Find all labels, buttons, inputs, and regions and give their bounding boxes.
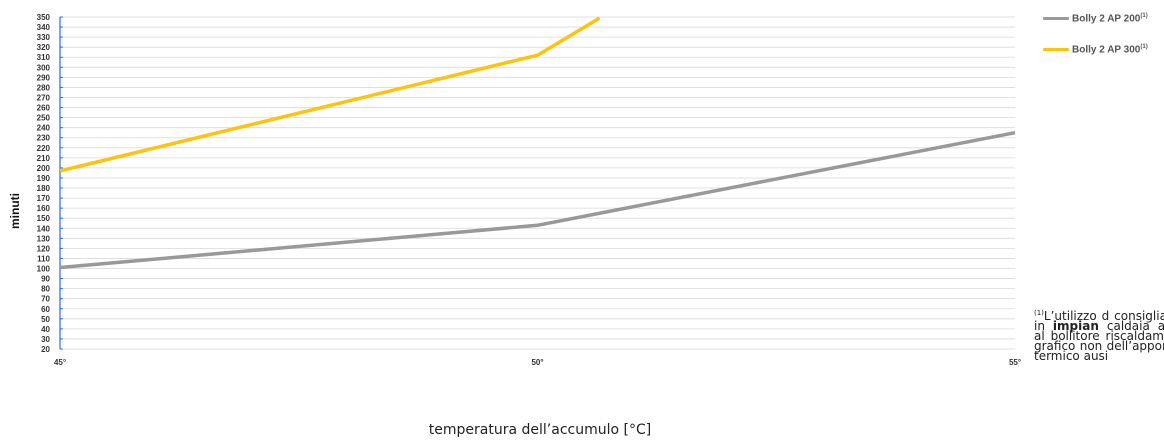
legend: Bolly 2 AP 200(1) Bolly 2 AP 300(1) bbox=[1043, 10, 1164, 72]
y-tick-label: 320 bbox=[37, 43, 51, 52]
y-tick-label: 120 bbox=[37, 244, 51, 253]
y-tick-label: 60 bbox=[41, 305, 50, 314]
legend-item-bolly-300: Bolly 2 AP 300(1) bbox=[1043, 41, 1164, 58]
y-tick-label: 290 bbox=[37, 73, 51, 82]
y-tick-label: 50 bbox=[41, 315, 50, 324]
y-tick-label: 70 bbox=[41, 295, 50, 304]
y-tick-label: 110 bbox=[37, 254, 50, 263]
y-tick-label: 180 bbox=[37, 184, 51, 193]
x-tick-label: 50° bbox=[531, 358, 543, 367]
y-tick-label: 210 bbox=[37, 154, 51, 163]
series-lines bbox=[59, 16, 1016, 270]
y-tick-label: 130 bbox=[37, 234, 51, 243]
gridlines bbox=[60, 16, 1015, 350]
y-tick-label: 240 bbox=[37, 124, 51, 133]
y-tick-label: 220 bbox=[37, 144, 51, 153]
footnote-text-start: L’utilizzo d bbox=[1043, 309, 1110, 323]
y-axis-label: minuti bbox=[8, 193, 22, 229]
y-tick-label: 340 bbox=[37, 23, 51, 32]
x-tick-label: 45° bbox=[54, 358, 66, 367]
series-line-2 bbox=[59, 16, 601, 173]
y-tick-label: 230 bbox=[37, 134, 51, 143]
series-line-1 bbox=[59, 130, 1016, 270]
legend-footnote-marker: (1) bbox=[1140, 12, 1148, 19]
legend-label-bolly-200: Bolly 2 AP 200 bbox=[1072, 13, 1141, 25]
y-tick-label: 200 bbox=[37, 164, 51, 173]
y-tick-label: 20 bbox=[41, 345, 50, 354]
y-tick-label: 190 bbox=[37, 174, 51, 183]
legend-footnote-marker: (1) bbox=[1140, 43, 1148, 50]
y-tick-label: 160 bbox=[37, 204, 51, 213]
y-tick-label: 80 bbox=[41, 285, 50, 294]
legend-swatch-gray bbox=[1043, 17, 1069, 20]
y-tick-label: 150 bbox=[37, 214, 51, 223]
y-tick-label: 100 bbox=[37, 265, 51, 274]
legend-label-bolly-300: Bolly 2 AP 300 bbox=[1072, 44, 1141, 56]
x-tick-labels: 45° 50° 55° bbox=[54, 358, 1021, 367]
y-tick-label: 140 bbox=[37, 224, 51, 233]
y-tick-label: 270 bbox=[37, 93, 51, 102]
legend-swatch-yellow bbox=[1043, 48, 1069, 51]
x-axis-label: temperatura dell’accumulo [°C] bbox=[429, 422, 651, 438]
y-tick-label: 170 bbox=[37, 194, 51, 203]
y-tick-label: 30 bbox=[41, 335, 50, 344]
y-tick-label: 330 bbox=[37, 33, 51, 42]
y-tick-label: 300 bbox=[37, 63, 51, 72]
footnote-text-end: caldaia aus al bollitore riscaldamen gra… bbox=[1034, 319, 1164, 363]
footnote-bold-text: impian bbox=[1052, 319, 1099, 333]
y-tick-label: 350 bbox=[37, 13, 51, 22]
footnote-marker: (1) bbox=[1034, 309, 1044, 317]
footnote-text-mid: consigliato in bbox=[1034, 309, 1164, 333]
x-tick-label: 55° bbox=[1009, 358, 1021, 367]
footnote: (1)L’utilizzo d consigliato in impian ca… bbox=[1034, 308, 1164, 438]
y-tick-label: 310 bbox=[37, 53, 51, 62]
y-tick-label: 90 bbox=[41, 275, 50, 284]
y-tick-label: 40 bbox=[41, 325, 50, 334]
y-tick-label: 280 bbox=[37, 83, 51, 92]
legend-item-bolly-200: Bolly 2 AP 200(1) bbox=[1043, 10, 1164, 27]
y-tick-label: 260 bbox=[37, 104, 51, 113]
y-tick-label: 250 bbox=[37, 114, 51, 123]
